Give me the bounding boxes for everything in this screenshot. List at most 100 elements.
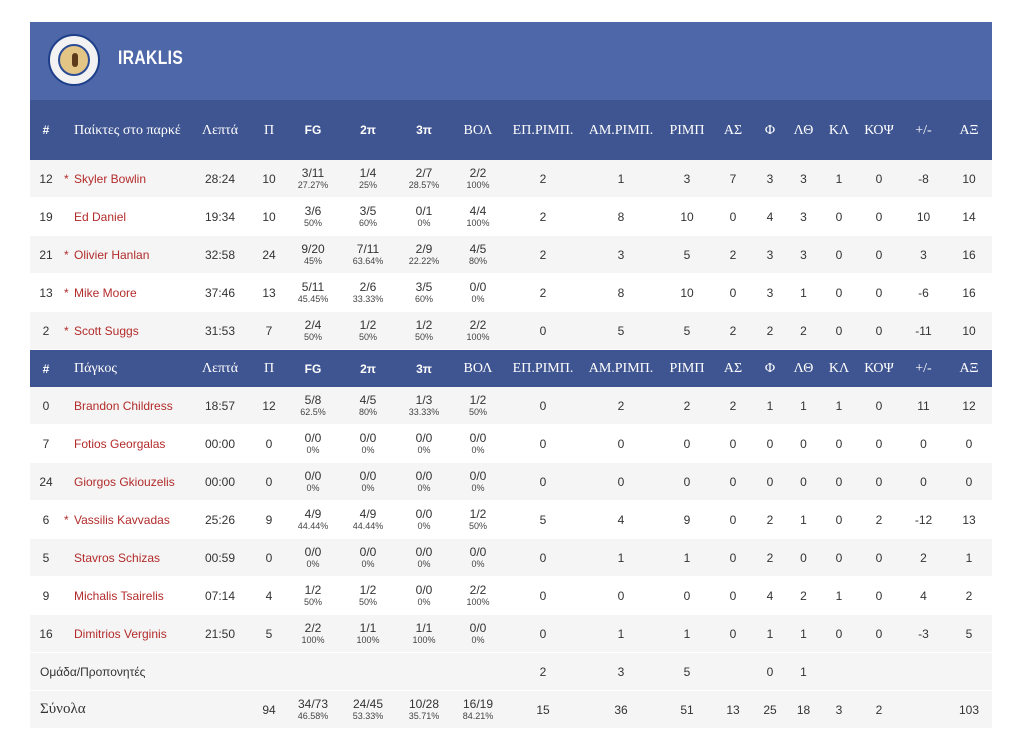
- starters-col-header[interactable]: Π: [250, 100, 288, 160]
- points: 24: [250, 235, 288, 274]
- starters-col-header[interactable]: ΛΘ: [786, 100, 821, 160]
- two-pointers-made: 0/0: [359, 469, 377, 483]
- starters-col-header[interactable]: FG: [288, 100, 338, 160]
- stat-stl: 0: [821, 235, 857, 274]
- stat-blk: 0: [857, 197, 901, 236]
- starters-col-header[interactable]: +/-: [901, 100, 946, 160]
- starters-col-header[interactable]: Φ: [754, 100, 786, 160]
- player-name-link[interactable]: Ed Daniel: [74, 209, 127, 224]
- minutes: 00:59: [190, 538, 250, 577]
- two-pointers-made: 4/5: [359, 393, 377, 407]
- bench-col-header[interactable]: Φ: [754, 349, 786, 387]
- player-name-link[interactable]: Brandon Childress: [74, 398, 173, 413]
- player-name-link[interactable]: Mike Moore: [74, 285, 137, 300]
- player-name-link[interactable]: Dimitrios Verginis: [74, 626, 167, 641]
- two-pointers: 4/5 80%: [338, 387, 398, 425]
- two-pointers: 0/0 0%: [338, 538, 398, 577]
- two-pointers-percent: 100%: [356, 635, 380, 645]
- starters-col-header[interactable]: Λεπτά: [190, 100, 250, 160]
- bench-col-header[interactable]: ΑΣ: [712, 349, 754, 387]
- stat-oreb: 0: [506, 576, 580, 615]
- stat-dreb: 8: [580, 273, 662, 312]
- bench-col-header[interactable]: ΡΙΜΠ: [662, 349, 712, 387]
- stat-reb: 3: [662, 160, 712, 198]
- bench-col-header[interactable]: ΕΠ.ΡΙΜΠ.: [506, 349, 580, 387]
- three-pointers-percent: 60%: [414, 294, 433, 304]
- three-pointers-made: 2/9: [415, 242, 433, 256]
- free-throws: 2/2 100%: [450, 160, 506, 198]
- starters-col-header[interactable]: ΒΟΛ: [450, 100, 506, 160]
- bench-col-header[interactable]: Λεπτά: [190, 349, 250, 387]
- free-throws-percent: 0%: [471, 445, 485, 455]
- bench-col-header[interactable]: Πάγκος: [62, 349, 190, 387]
- bench-col-header[interactable]: +/-: [901, 349, 946, 387]
- totals-row: Σύνολα 94 34/73 46.58% 24/45 53.33% 10/28 35.71…: [30, 690, 992, 729]
- stat-fouls: 0: [754, 652, 786, 691]
- bench-col-header[interactable]: ΛΘ: [786, 349, 821, 387]
- total-free-throws: 16/19 84.21%: [450, 690, 506, 729]
- starters-col-header[interactable]: Παίκτες στο παρκέ: [62, 100, 190, 160]
- player-name-link[interactable]: Giorgos Gkiouzelis: [74, 474, 175, 489]
- player-name-link[interactable]: Olivier Hanlan: [74, 247, 150, 262]
- free-throws: 0/0 0%: [450, 614, 506, 653]
- stat-dreb: 3: [580, 652, 662, 691]
- player-name-link[interactable]: Stavros Schizas: [74, 550, 161, 565]
- stat-fouls: 4: [754, 197, 786, 236]
- player-name-link[interactable]: Fotios Georgalas: [74, 436, 166, 451]
- bench-col-header[interactable]: ΚΛ: [821, 349, 857, 387]
- bench-col-header[interactable]: ΑΞ: [946, 349, 992, 387]
- starters-col-header[interactable]: 3π: [398, 100, 450, 160]
- player-name-link[interactable]: Scott Suggs: [74, 323, 139, 338]
- stat-ast: [712, 652, 754, 691]
- two-pointers-percent: 25%: [358, 180, 377, 190]
- starters-col-header[interactable]: 2π: [338, 100, 398, 160]
- player-number: 9: [30, 576, 62, 615]
- stat-oreb: 2: [506, 235, 580, 274]
- stat-dreb: 3: [580, 235, 662, 274]
- stat-pm: 3: [901, 235, 946, 274]
- player-name-cell: * Mike Moore: [62, 273, 190, 312]
- bench-col-header[interactable]: Π: [250, 349, 288, 387]
- stat-fouls: 2: [754, 311, 786, 350]
- boxscore-table: # Παίκτες στο παρκέ Λεπτά Π FG 2π 3π ΒΟΛ ΕΠ.ΡΙΜΠ…: [30, 100, 992, 729]
- player-name-link[interactable]: Skyler Bowlin: [74, 171, 147, 186]
- three-pointers-made: 2/7: [415, 166, 433, 180]
- three-pointers-percent: 0%: [417, 445, 431, 455]
- bench-col-header[interactable]: 2π: [338, 349, 398, 387]
- player-name-cell: Giorgos Gkiouzelis: [62, 462, 190, 501]
- stat-blk: 0: [857, 576, 901, 615]
- minutes: 25:26: [190, 500, 250, 539]
- free-throws-percent: 100%: [466, 180, 490, 190]
- stat-oreb: 2: [506, 197, 580, 236]
- starters-col-header[interactable]: ΡΙΜΠ: [662, 100, 712, 160]
- player-name-link[interactable]: Michalis Tsairelis: [74, 588, 164, 603]
- bench-col-header[interactable]: FG: [288, 349, 338, 387]
- bench-col-header[interactable]: ΑΜ.ΡΙΜΠ.: [580, 349, 662, 387]
- starters-col-header[interactable]: ΚΛ: [821, 100, 857, 160]
- stat-ast: 0: [712, 424, 754, 463]
- three-pointers-made: 0/0: [415, 469, 433, 483]
- bench-col-header[interactable]: 3π: [398, 349, 450, 387]
- starters-col-header[interactable]: ΕΠ.ΡΙΜΠ.: [506, 100, 580, 160]
- starters-col-header[interactable]: #: [30, 100, 62, 160]
- starters-col-header[interactable]: ΚΟΨ: [857, 100, 901, 160]
- stat-oreb: 0: [506, 462, 580, 501]
- player-name-link[interactable]: Vassilis Kavvadas: [74, 512, 170, 527]
- boxscore-panel: IRAKLIS # Παίκτες στο παρκέ Λεπτά Π FG 2π 3π ΒΟ…: [30, 22, 992, 729]
- starters-col-header[interactable]: ΑΣ: [712, 100, 754, 160]
- starters-col-header[interactable]: ΑΞ: [946, 100, 992, 160]
- two-pointers-percent: 0%: [361, 559, 375, 569]
- bench-col-header[interactable]: ΚΟΨ: [857, 349, 901, 387]
- stat-to: 0: [786, 462, 821, 501]
- field-goals-percent: 27.27%: [297, 180, 329, 190]
- field-goals-percent: 50%: [303, 218, 322, 228]
- bench-col-header[interactable]: ΒΟΛ: [450, 349, 506, 387]
- stat-dreb: 0: [580, 424, 662, 463]
- stat-stl: 0: [821, 197, 857, 236]
- three-pointers-made: 0/0: [415, 507, 433, 521]
- stat-pm: 11: [901, 387, 946, 425]
- starters-col-header[interactable]: ΑΜ.ΡΙΜΠ.: [580, 100, 662, 160]
- three-pointers: 1/2 50%: [398, 311, 450, 350]
- stat-reb: 9: [662, 500, 712, 539]
- bench-col-header[interactable]: #: [30, 349, 62, 387]
